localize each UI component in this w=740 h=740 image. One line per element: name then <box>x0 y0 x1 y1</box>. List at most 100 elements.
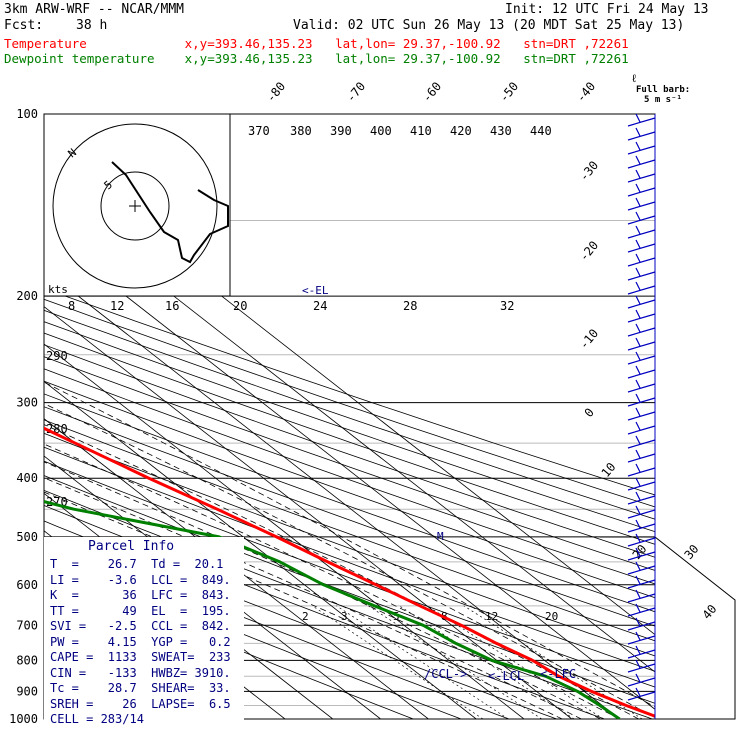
theta-label: 290 <box>46 349 68 363</box>
temp-label: -10 <box>577 326 602 352</box>
parcel-info-row: CAPE = 1133 SWEAT= 233 <box>50 650 231 664</box>
wind-barb <box>627 631 656 645</box>
isotherm-line <box>44 268 620 719</box>
dry-adiabat <box>44 432 655 657</box>
valid-time: Valid: 02 UTC Sun 26 May 13 (20 MDT Sat … <box>293 18 685 33</box>
dry-adiabat <box>44 344 655 558</box>
wind-barb <box>627 603 656 617</box>
parcel-info-row: CIN = -133 HWBZ= 3910. <box>50 665 231 680</box>
isotherm-line <box>44 343 525 719</box>
wind-barb <box>627 589 656 603</box>
wind-barb <box>627 687 656 701</box>
wind-barb-legend-hook: ℓ <box>631 72 638 85</box>
dry-adiabat <box>44 393 655 613</box>
pressure-label: 800 <box>16 653 38 667</box>
wind-barb <box>627 533 656 547</box>
moist-adiabat <box>44 461 601 719</box>
wind-barb <box>627 113 656 127</box>
theta-label: 370 <box>248 124 270 138</box>
wind-barb <box>627 617 656 631</box>
isotherm-line <box>44 455 381 719</box>
ccl-marker: /CCL-> <box>424 667 467 681</box>
temperature-legend: Temperature x,y=393.46,135.23 lat,lon= 2… <box>4 36 629 51</box>
parcel-info-title: Parcel Info <box>88 539 175 554</box>
wind-barb <box>627 505 656 519</box>
wind-barb <box>627 393 656 407</box>
parcel-info-row: TT = 49 EL = 195. <box>50 603 231 618</box>
mixing-ratio-label: 5 <box>393 610 400 623</box>
hodograph-ring <box>52 123 218 289</box>
pressure-label: 100 <box>16 107 38 121</box>
dry-adiabat <box>44 569 414 719</box>
dry-adiabat <box>44 332 655 545</box>
pressure-label: 500 <box>16 530 38 544</box>
hodograph-speed-label: kts <box>48 283 68 296</box>
dry-adiabat <box>44 298 655 508</box>
hodograph-speed-tick: 16 <box>165 299 179 313</box>
pressure-label: 200 <box>16 289 38 303</box>
pressure-label: 300 <box>16 396 38 410</box>
theta-label: 420 <box>450 124 472 138</box>
parcel-info-row: K = 36 LFC = 843. <box>50 588 231 602</box>
temp-label: -40 <box>574 79 599 105</box>
dewpoint-profile <box>44 500 621 719</box>
hodograph-speed-tick: 12 <box>110 299 124 313</box>
wind-barb-legend-title: Full barb: <box>636 85 690 95</box>
parcel-info-row: T = 26.7 Td = 20.1 <box>50 557 224 571</box>
dry-adiabat <box>44 356 655 571</box>
wind-barb <box>627 267 656 281</box>
theta-label: 430 <box>490 124 512 138</box>
wind-barb <box>627 673 656 687</box>
parcel-info-panel: Parcel Info T = 26.7 Td = 20.1 LI = -3.6 … <box>44 537 244 733</box>
mixing-ratio-label: 12 <box>485 610 498 623</box>
mixing-ratio-label: 2 <box>302 610 309 623</box>
pressure-label: 1000 <box>9 712 38 726</box>
wind-barb <box>627 127 656 141</box>
temp-label: 10 <box>599 460 619 480</box>
dry-adiabat <box>44 419 655 642</box>
wind-barb <box>627 351 656 365</box>
wind-barb <box>627 477 656 491</box>
model-title: 3km ARW-WRF -- NCAR/MMM <box>4 2 185 17</box>
dry-adiabat <box>44 368 655 585</box>
wind-barb <box>627 463 656 477</box>
lcl-marker: <-LCL <box>488 669 524 683</box>
wind-barb <box>627 281 656 295</box>
wind-barb <box>627 547 656 561</box>
wind-barb <box>627 659 656 673</box>
theta-label: 380 <box>290 124 312 138</box>
temp-label: -50 <box>497 79 522 105</box>
pressure-label: 600 <box>16 578 38 592</box>
temp-label: -20 <box>577 238 602 264</box>
init-time: Init: 12 UTC Fri 24 May 13 <box>505 2 709 17</box>
hodograph-box <box>43 113 231 297</box>
wind-barb <box>627 519 656 533</box>
mixing-ratio-line <box>336 605 509 719</box>
dry-adiabat <box>44 380 655 599</box>
el-marker: <-EL <box>302 284 329 297</box>
wind-barb <box>627 407 656 421</box>
parcel-info-row: SREH = 26 LAPSE= 6.5 <box>50 696 231 711</box>
hodograph-speed-tick: 32 <box>500 299 514 313</box>
wind-barb <box>627 561 656 575</box>
wind-barb <box>627 141 656 155</box>
dry-adiabat <box>44 406 655 627</box>
wind-barb <box>627 183 656 197</box>
wind-barb <box>627 645 656 659</box>
pressure-label: 400 <box>16 471 38 485</box>
parcel-info-row: LI = -3.6 LCL = 849. <box>50 572 231 587</box>
wind-barb <box>627 421 656 435</box>
mixing-ratio-label: 20 <box>545 610 558 623</box>
theta-label: 400 <box>370 124 392 138</box>
temp-label: 40 <box>700 602 720 622</box>
wind-barb <box>627 197 656 211</box>
hodograph-speed-tick: 28 <box>403 299 417 313</box>
isotherm-line <box>44 231 655 710</box>
dewpoint-legend: Dewpoint temperature x,y=393.46,135.23 l… <box>4 51 629 66</box>
hodograph-speed-tick: 24 <box>313 299 327 313</box>
forecast-hour: 38 h <box>76 18 108 33</box>
theta-label: 410 <box>410 124 432 138</box>
hodograph-trace <box>111 161 229 264</box>
moist-adiabat <box>44 443 620 719</box>
hodograph-ring <box>100 171 170 241</box>
